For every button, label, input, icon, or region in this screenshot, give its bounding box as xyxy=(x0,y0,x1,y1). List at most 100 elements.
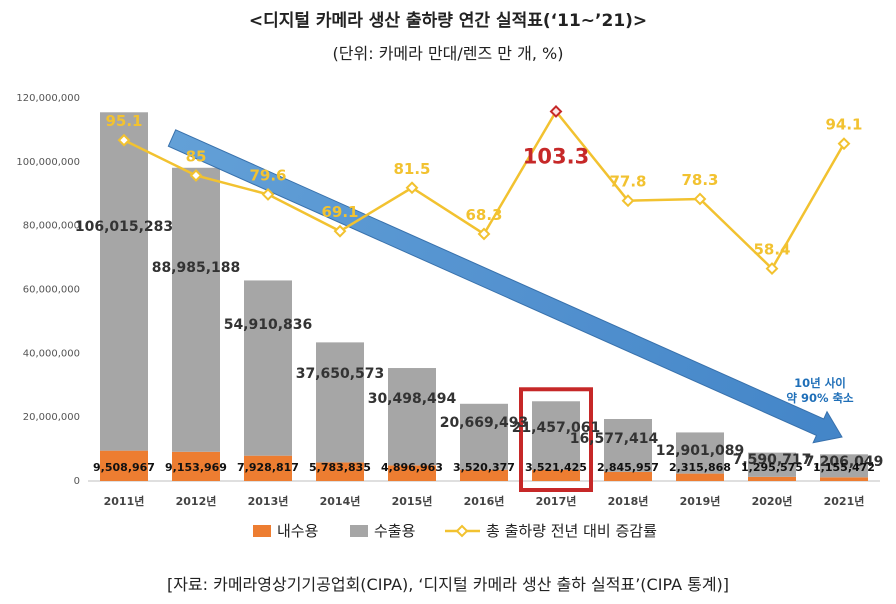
bar-domestic xyxy=(748,476,796,481)
x-tick-label: 2017년 xyxy=(536,494,577,508)
rate-value-label: 68.3 xyxy=(465,206,502,224)
bar-export xyxy=(388,368,436,466)
bar-export xyxy=(604,419,652,472)
x-tick-label: 2018년 xyxy=(608,494,649,508)
bar-domestic xyxy=(388,465,436,481)
legend-label-domestic: 내수용 xyxy=(277,522,318,540)
rate-marker xyxy=(621,194,635,208)
legend-swatch-export xyxy=(350,525,368,537)
bar-export xyxy=(460,403,508,470)
bars-group xyxy=(100,112,868,493)
y-tick-label: 120,000,000 xyxy=(16,93,80,104)
y-tick-label: 40,000,000 xyxy=(23,348,80,359)
trend-arrow: 10년 사이약 90% 축소 xyxy=(167,129,854,444)
export-value-label: 88,985,188 xyxy=(152,260,241,276)
x-tick-label: 2016년 xyxy=(464,494,505,508)
bar-export xyxy=(100,112,148,451)
domestic-value-label: 1,295,575 xyxy=(741,461,803,474)
bar-export xyxy=(172,167,220,452)
data-labels: 106,015,283 9,508,967 95.1 88,985,188 9,153,… xyxy=(75,112,884,474)
chart-subtitle: (단위: 카메라 만대/렌즈 만 개, %) xyxy=(332,44,564,63)
y-tick-label: 0 xyxy=(74,476,80,487)
rate-value-label: 79.6 xyxy=(249,166,286,184)
x-tick-label: 2020년 xyxy=(752,494,793,508)
bar-export xyxy=(244,280,292,456)
rate-value-label: 94.1 xyxy=(825,116,862,134)
rate-marker xyxy=(333,224,347,238)
y-tick-label: 100,000,000 xyxy=(16,157,80,168)
source-note: [자료: 카메라영상기기공업회(CIPA), ‘디지털 카메라 생산 출하 실적… xyxy=(166,575,730,594)
rate-value-label: 95.1 xyxy=(105,112,142,130)
arrow-shape xyxy=(167,129,843,444)
highlight-box xyxy=(519,387,593,493)
legend-marker-rate xyxy=(455,524,469,538)
bar-domestic xyxy=(244,455,292,481)
rate-marker xyxy=(405,181,419,195)
x-tick-label: 2012년 xyxy=(176,494,217,508)
bar-domestic xyxy=(100,450,148,481)
bar-export xyxy=(748,452,796,477)
legend-swatch-domestic xyxy=(253,525,271,537)
x-tick-label: 2013년 xyxy=(248,494,289,508)
bar-export xyxy=(316,342,364,463)
export-value-label: 54,910,836 xyxy=(224,317,313,333)
export-value-label: 106,015,283 xyxy=(75,219,173,235)
export-value-label: 7,590,717 xyxy=(733,452,812,468)
rate-value-label: 78.3 xyxy=(681,171,718,189)
domestic-value-label: 1,155,472 xyxy=(813,461,875,474)
rate-marker xyxy=(693,192,707,206)
bar-domestic xyxy=(676,473,724,481)
rate-value-label: 81.5 xyxy=(393,160,430,178)
rate-marker xyxy=(261,187,275,201)
trend-annotation-line2: 약 90% 축소 xyxy=(786,391,854,405)
export-value-label: 12,901,089 xyxy=(656,443,745,459)
bar-domestic xyxy=(316,462,364,481)
legend-label-export: 수출용 xyxy=(374,522,415,540)
bar-export xyxy=(532,401,580,470)
rate-marker xyxy=(837,137,851,151)
domestic-value-label: 2,845,957 xyxy=(597,461,659,474)
bar-export xyxy=(820,454,868,478)
x-tick-label: 2014년 xyxy=(320,494,361,508)
x-tick-label: 2011년 xyxy=(104,494,145,508)
bar-domestic xyxy=(604,471,652,481)
x-tick-label: 2019년 xyxy=(680,494,721,508)
bar-domestic xyxy=(172,451,220,481)
domestic-value-label: 9,153,969 xyxy=(165,461,227,474)
rate-value-label: 58.4 xyxy=(753,241,790,259)
domestic-value-label: 4,896,963 xyxy=(381,461,443,474)
bar-domestic xyxy=(532,469,580,481)
arrow-body xyxy=(167,129,843,444)
rate-marker xyxy=(189,169,203,182)
rate-marker xyxy=(117,133,131,147)
x-tick-label: 2021년 xyxy=(824,494,865,508)
rate-value-label: 77.8 xyxy=(609,173,646,191)
domestic-value-label: 7,928,817 xyxy=(237,461,299,474)
y-tick-label: 20,000,000 xyxy=(23,412,80,423)
export-value-label: 20,669,493 xyxy=(440,415,529,431)
rate-value-label: 85 xyxy=(186,148,207,166)
export-value-label: 30,498,494 xyxy=(368,391,457,407)
export-value-label: 16,577,414 xyxy=(570,431,659,447)
export-value-label: 7,206,049 xyxy=(805,454,884,470)
export-value-label: 37,650,573 xyxy=(296,366,385,382)
rate-line xyxy=(117,105,851,276)
rate-value-label: 69.1 xyxy=(321,203,358,221)
rate-marker xyxy=(477,227,491,241)
x-tick-label: 2015년 xyxy=(392,494,433,508)
legend-label-rate: 총 출하량 전년 대비 증감률 xyxy=(486,522,657,540)
chart-title: <디지털 카메라 생산 출하량 연간 실적표(‘11~’21)> xyxy=(248,11,648,31)
rate-marker xyxy=(765,262,779,276)
rate-marker xyxy=(549,105,563,118)
y-tick-label: 80,000,000 xyxy=(23,221,80,232)
rate-line-path xyxy=(123,109,846,271)
bar-export xyxy=(676,432,724,474)
bar-domestic xyxy=(460,469,508,481)
domestic-value-label: 9,508,967 xyxy=(93,461,155,474)
y-tick-label: 60,000,000 xyxy=(23,285,80,296)
legend: 내수용 수출용 총 출하량 전년 대비 증감률 xyxy=(253,522,657,540)
x-axis: 2011년 2012년 2013년 2014년 2015년 2016년 2017년 2018년… xyxy=(104,494,865,508)
domestic-value-label: 3,520,377 xyxy=(453,461,515,474)
rate-value-label-highlight: 103.3 xyxy=(523,144,589,168)
